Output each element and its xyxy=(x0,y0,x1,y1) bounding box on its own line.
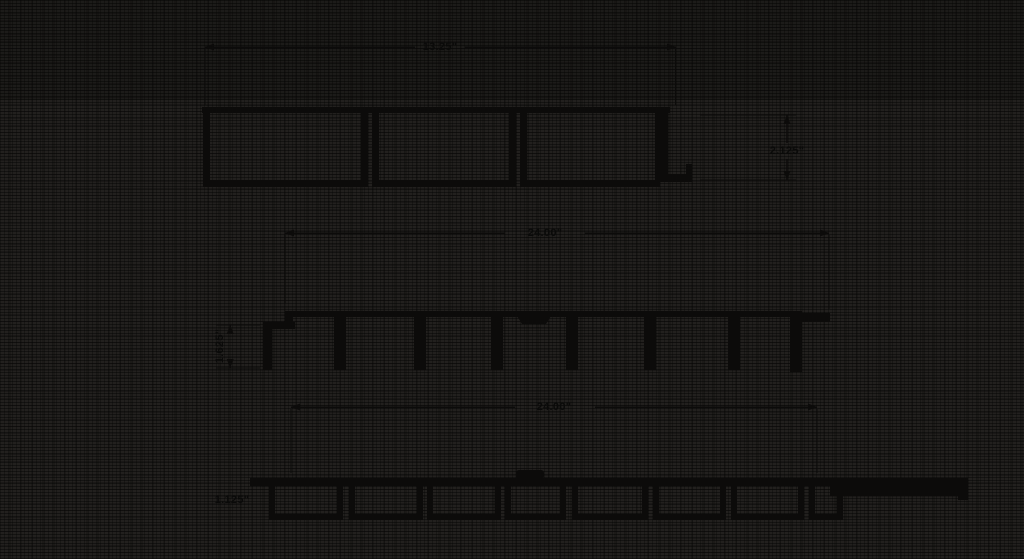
top-panel-depth-label: 2.125" xyxy=(769,145,805,157)
middle-panel-depth-label: 1.625" xyxy=(214,328,226,364)
middle-panel-width-label: 24.00" xyxy=(527,227,563,239)
bottom-panel-flutes xyxy=(269,486,843,520)
middle-panel-dimension-depth xyxy=(216,324,260,369)
middle-panel-profile xyxy=(263,311,830,372)
top-panel-dimension-depth xyxy=(700,114,796,181)
top-panel-dimension-width xyxy=(204,43,676,105)
top-panel-profile xyxy=(202,107,692,187)
top-panel-width-label: 13.25" xyxy=(422,41,458,53)
bottom-panel-dimension-width xyxy=(290,403,818,473)
bottom-panel-edge-label: 1.125" xyxy=(214,494,250,506)
bottom-panel-width-label: 24.00" xyxy=(536,401,572,413)
middle-panel-dimension-width xyxy=(284,229,830,309)
bottom-panel-profile xyxy=(250,470,968,520)
